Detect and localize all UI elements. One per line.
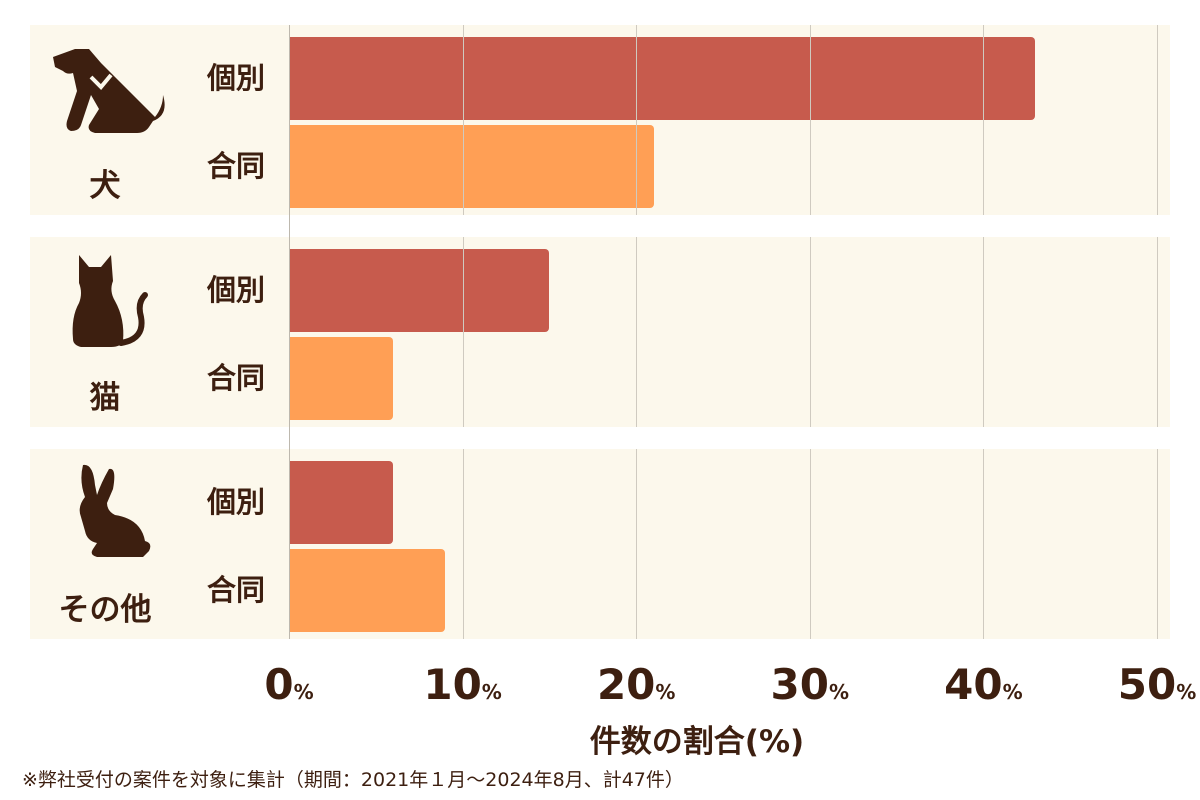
gridline: [1157, 449, 1158, 639]
x-tick-label: 50%: [1117, 660, 1197, 709]
bar-type-label: 合同: [206, 361, 265, 395]
bar-type-label: 合同: [206, 149, 265, 183]
category-label: 犬: [89, 168, 121, 204]
gridline: [809, 449, 811, 639]
gridline: [983, 25, 985, 215]
gridline: [809, 25, 811, 215]
bar-type-label: 個別: [206, 273, 265, 307]
gridline: [462, 449, 464, 639]
bar-joint: [289, 125, 654, 208]
footnote: ※弊社受付の案件を対象に集計（期間：2021年１月～2024年8月、計47件）: [22, 769, 684, 791]
gridline: [809, 237, 811, 427]
gridline: [1157, 25, 1158, 215]
x-tick-label: 20%: [596, 660, 676, 709]
x-tick-label: 30%: [770, 660, 850, 709]
x-tick-label: 0%: [264, 660, 314, 709]
gridline: [1157, 237, 1158, 427]
bar-individual: [289, 249, 550, 332]
rabbit-icon: [45, 459, 165, 564]
x-axis-label: 件数の割合(%): [589, 724, 805, 760]
gridline: [983, 449, 985, 639]
bar-joint: [289, 337, 394, 420]
x-tick-label: 10%: [423, 660, 502, 709]
gridline: [636, 237, 638, 427]
cat-icon: [45, 247, 165, 352]
bar-joint: [289, 549, 446, 632]
bar-individual: [289, 37, 1036, 120]
x-tick-label: 40%: [944, 660, 1023, 709]
category-label: その他: [58, 592, 152, 628]
gridline: [636, 25, 638, 215]
group-panel: [30, 449, 1170, 639]
gridline: [636, 449, 638, 639]
gridline: [462, 25, 464, 215]
bar-type-label: 個別: [206, 61, 265, 95]
bar-type-label: 個別: [206, 485, 265, 519]
bar-individual: [289, 461, 394, 544]
dog-icon: [45, 35, 165, 140]
gridline: [983, 237, 985, 427]
category-label: 猫: [89, 380, 121, 416]
y-axis-line: [289, 25, 290, 639]
bar-type-label: 合同: [206, 573, 265, 607]
gridline: [462, 237, 464, 427]
group-panel: [30, 237, 1170, 427]
